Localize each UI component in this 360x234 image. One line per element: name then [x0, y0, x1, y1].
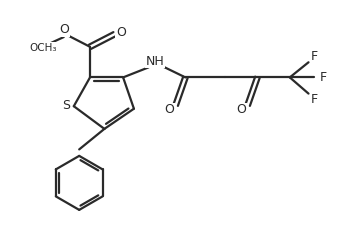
- Text: O: O: [164, 103, 174, 116]
- Text: O: O: [236, 103, 246, 116]
- Text: O: O: [116, 26, 126, 39]
- Text: F: F: [311, 50, 318, 63]
- Text: F: F: [311, 93, 318, 106]
- Text: F: F: [319, 71, 327, 84]
- Text: OCH₃: OCH₃: [30, 43, 57, 53]
- Text: NH: NH: [145, 55, 164, 68]
- Text: S: S: [62, 99, 70, 112]
- Text: O: O: [59, 23, 69, 36]
